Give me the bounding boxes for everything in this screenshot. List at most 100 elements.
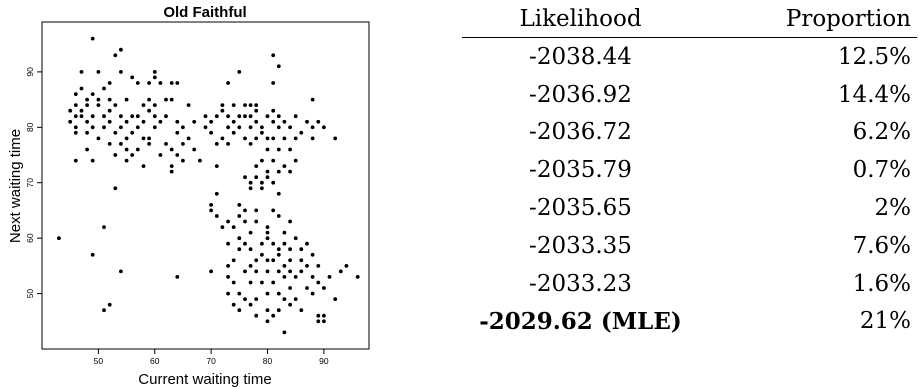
- data-point: [293, 114, 298, 119]
- data-point: [79, 108, 84, 113]
- data-point: [119, 125, 123, 130]
- likelihood-cell: -2036.92: [529, 81, 632, 108]
- data-point: [265, 225, 270, 230]
- data-points: [57, 36, 360, 335]
- data-point: [338, 269, 343, 274]
- data-point: [130, 153, 135, 157]
- data-point: [73, 92, 78, 96]
- data-point: [119, 114, 123, 119]
- data-point: [271, 208, 276, 213]
- data-point: [135, 81, 140, 85]
- scatter-plot: Old Faithful 50 60 70 80 90 50 60 70 80 90 Curre…: [0, 0, 380, 387]
- data-point: [254, 269, 259, 274]
- likelihood-cell: -2036.72: [529, 119, 632, 146]
- data-point: [203, 125, 208, 130]
- data-point: [85, 147, 89, 152]
- proportion-cell: 12.5%: [837, 43, 911, 70]
- likelihood-cell: -2035.79: [529, 157, 632, 184]
- table-row: -2035.65 2%: [462, 189, 917, 227]
- data-point: [68, 108, 73, 113]
- data-point: [299, 269, 304, 274]
- data-point: [243, 297, 247, 301]
- data-point: [248, 302, 253, 307]
- data-point: [316, 119, 321, 124]
- data-point: [85, 97, 89, 102]
- data-point: [265, 291, 270, 296]
- data-point: [175, 275, 180, 279]
- data-point: [299, 308, 304, 313]
- data-point: [226, 291, 231, 296]
- data-point: [226, 264, 231, 268]
- data-point: [282, 297, 287, 301]
- data-point: [271, 313, 276, 318]
- data-point: [181, 142, 185, 146]
- x-axis-label: Current waiting time: [138, 371, 271, 387]
- data-point: [90, 114, 95, 119]
- data-point: [209, 203, 214, 207]
- data-point: [169, 147, 174, 152]
- x-tick-label: 60: [150, 356, 160, 366]
- data-point: [316, 280, 321, 285]
- data-point: [237, 70, 242, 74]
- data-point: [175, 153, 180, 157]
- data-point: [243, 208, 247, 213]
- data-point: [254, 297, 259, 301]
- data-point: [316, 319, 321, 324]
- data-point: [68, 119, 73, 124]
- data-point: [265, 147, 270, 152]
- data-point: [248, 186, 253, 191]
- data-point: [214, 191, 219, 196]
- table-row: -2036.72 6.2%: [462, 114, 917, 152]
- data-point: [322, 319, 326, 324]
- data-point: [220, 136, 225, 141]
- data-point: [265, 230, 270, 235]
- data-point: [96, 136, 101, 141]
- data-point: [147, 108, 152, 113]
- data-point: [73, 103, 78, 107]
- data-point: [73, 158, 78, 163]
- data-point: [310, 291, 315, 296]
- data-point: [310, 136, 315, 141]
- data-point: [147, 97, 152, 102]
- data-point: [90, 125, 95, 130]
- data-point: [209, 119, 214, 124]
- data-point: [271, 53, 276, 58]
- data-point: [265, 136, 270, 141]
- data-point: [226, 275, 231, 279]
- data-point: [102, 86, 106, 91]
- data-point: [158, 153, 163, 157]
- data-point: [102, 225, 106, 230]
- data-point: [288, 125, 292, 130]
- data-point: [107, 119, 112, 124]
- chart-title: Old Faithful: [163, 4, 246, 21]
- data-point: [124, 119, 129, 124]
- data-point: [152, 125, 157, 130]
- data-point: [243, 269, 247, 274]
- table-row: -2033.35 7.6%: [462, 227, 917, 265]
- data-point: [152, 114, 157, 119]
- data-point: [288, 247, 292, 252]
- data-point: [276, 291, 281, 296]
- data-point: [169, 97, 174, 102]
- data-point: [237, 236, 242, 241]
- data-point: [276, 252, 281, 257]
- data-point: [186, 136, 191, 141]
- data-point: [237, 125, 242, 130]
- data-point: [237, 291, 242, 296]
- data-point: [248, 114, 253, 119]
- data-point: [282, 230, 287, 235]
- data-point: [107, 97, 112, 102]
- data-point: [265, 319, 270, 324]
- data-point: [288, 147, 292, 152]
- data-point: [282, 275, 287, 279]
- data-point: [141, 136, 146, 141]
- data-point: [124, 97, 129, 102]
- data-point: [305, 264, 309, 268]
- header-proportion: Proportion: [785, 5, 911, 32]
- data-point: [282, 119, 287, 124]
- data-point: [248, 125, 253, 130]
- data-point: [322, 313, 326, 318]
- data-point: [271, 280, 276, 285]
- data-point: [271, 136, 276, 141]
- data-point: [203, 114, 208, 119]
